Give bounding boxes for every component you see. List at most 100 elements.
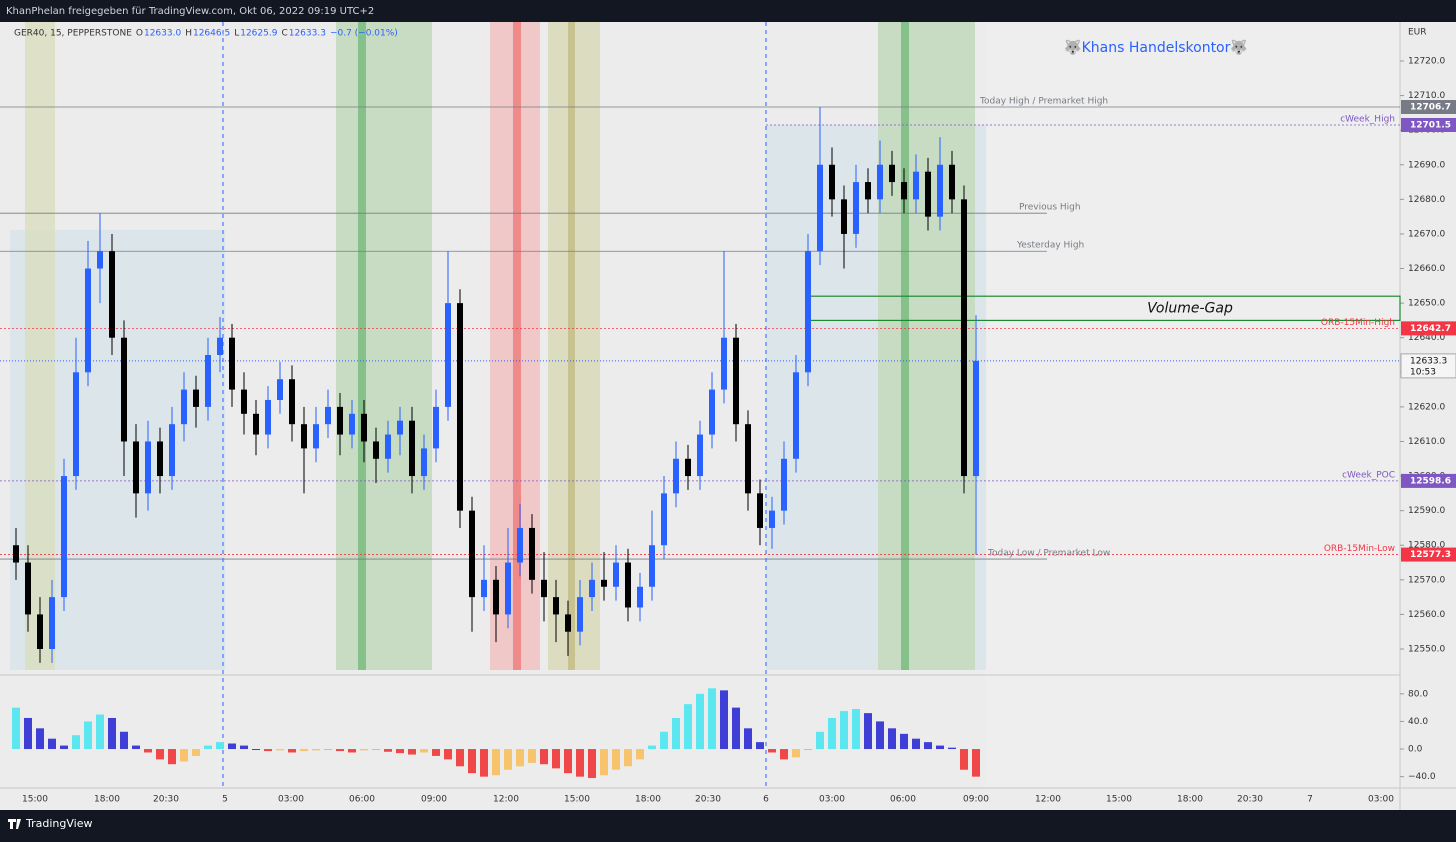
price-box — [1401, 473, 1456, 488]
price-box-label: 12577.3 — [1410, 550, 1451, 560]
osc-bar — [348, 749, 356, 753]
price-box — [1401, 321, 1456, 336]
candle-body — [133, 441, 139, 494]
osc-bar — [384, 749, 392, 752]
osc-bar — [780, 749, 788, 760]
osc-bar — [264, 749, 272, 752]
legend-item: 12646.5 — [193, 29, 230, 39]
level-label: Today High / Premarket High — [979, 97, 1108, 107]
osc-bar — [636, 749, 644, 760]
osc-bar — [108, 717, 116, 750]
osc-bar — [336, 749, 344, 752]
x-tick-label: 20:30 — [153, 795, 179, 805]
osc-bar — [168, 749, 176, 765]
session-band — [901, 22, 909, 670]
osc-bar — [612, 749, 620, 770]
y-tick-label: 12660.0 — [1408, 264, 1445, 274]
price-box-label: 12706.7 — [1410, 103, 1451, 113]
price-box — [1401, 100, 1456, 115]
osc-bar — [660, 731, 668, 750]
osc-bar — [372, 749, 380, 751]
y-tick-label: 12560.0 — [1408, 610, 1445, 620]
osc-bar — [216, 742, 224, 750]
x-tick-label: 09:00 — [421, 795, 447, 805]
candle-body — [49, 597, 55, 649]
legend-item: C — [281, 29, 287, 39]
level-label: ORB-15Min-Low — [1324, 544, 1395, 554]
osc-bar — [576, 749, 584, 777]
level-label: cWeek_POC — [1342, 470, 1395, 480]
osc-bar — [180, 749, 188, 762]
candle-body — [865, 182, 871, 200]
candle-body — [493, 579, 499, 615]
session-band — [358, 22, 366, 670]
osc-bar — [276, 749, 284, 751]
osc-bar — [192, 749, 200, 756]
osc-bar — [624, 749, 632, 767]
candle-body — [421, 448, 427, 477]
price-box-label: 12642.7 — [1410, 324, 1451, 334]
x-tick-label: 18:00 — [1177, 795, 1203, 805]
x-tick-label: 15:00 — [564, 795, 590, 805]
candle-body — [565, 614, 571, 632]
candle-body — [205, 355, 211, 407]
share-text: KhanPhelan freigegeben für TradingView.c… — [6, 6, 374, 17]
osc-bar — [456, 749, 464, 767]
osc-bar — [144, 749, 152, 753]
x-tick-label: 12:00 — [493, 795, 519, 805]
level-label: ORB-15Min-High — [1321, 318, 1395, 328]
y-tick-label: 12670.0 — [1408, 229, 1445, 239]
price-box-label: 12598.6 — [1410, 476, 1451, 486]
candle-body — [85, 268, 91, 373]
candle-body — [145, 441, 151, 494]
osc-bar — [60, 745, 68, 750]
candle-body — [157, 441, 163, 477]
candle-body — [769, 510, 775, 528]
osc-bar — [24, 717, 32, 750]
y-tick-label: 12580.0 — [1408, 541, 1445, 551]
candle-body — [301, 424, 307, 449]
x-tick-label: 18:00 — [94, 795, 120, 805]
candle-body — [481, 579, 487, 598]
y-tick-label: 12690.0 — [1408, 160, 1445, 170]
osc-bar — [648, 745, 656, 750]
candle-body — [745, 424, 751, 494]
candle-body — [961, 199, 967, 477]
candle-body — [973, 360, 979, 477]
future-area — [985, 22, 1400, 788]
x-tick-label: 18:00 — [635, 795, 661, 805]
candle-body — [841, 199, 847, 234]
candle-body — [445, 303, 451, 407]
x-tick-label: 06:00 — [890, 795, 916, 805]
candle-body — [229, 337, 235, 390]
candle-body — [781, 458, 787, 511]
osc-bar — [228, 743, 236, 750]
osc-bar — [240, 745, 248, 750]
osc-bar — [888, 728, 896, 750]
y-tick-label: 12720.0 — [1408, 57, 1445, 67]
osc-bar — [936, 745, 944, 750]
osc-bar — [420, 749, 428, 753]
candle-body — [637, 586, 643, 608]
session-band — [336, 22, 432, 670]
osc-tick-label: 0.0 — [1408, 745, 1423, 755]
legend-item: 12633.0 — [144, 29, 181, 39]
watermark: 🐺Khans Handelskontor🐺 — [1064, 39, 1248, 56]
candle-body — [649, 545, 655, 587]
legend-item: 12633.3 — [289, 29, 326, 39]
x-tick-label: 15:00 — [1106, 795, 1132, 805]
candle-body — [337, 406, 343, 435]
top-bar — [0, 0, 1456, 22]
y-tick-label: 12620.0 — [1408, 402, 1445, 412]
x-tick-label: 7 — [1307, 795, 1313, 805]
osc-bar — [480, 749, 488, 777]
osc-bar — [300, 749, 308, 752]
candle-body — [289, 379, 295, 425]
osc-bar — [684, 704, 692, 750]
session-band — [568, 22, 575, 670]
osc-bar — [120, 731, 128, 750]
x-tick-label: 20:30 — [1237, 795, 1263, 805]
osc-bar — [960, 749, 968, 770]
